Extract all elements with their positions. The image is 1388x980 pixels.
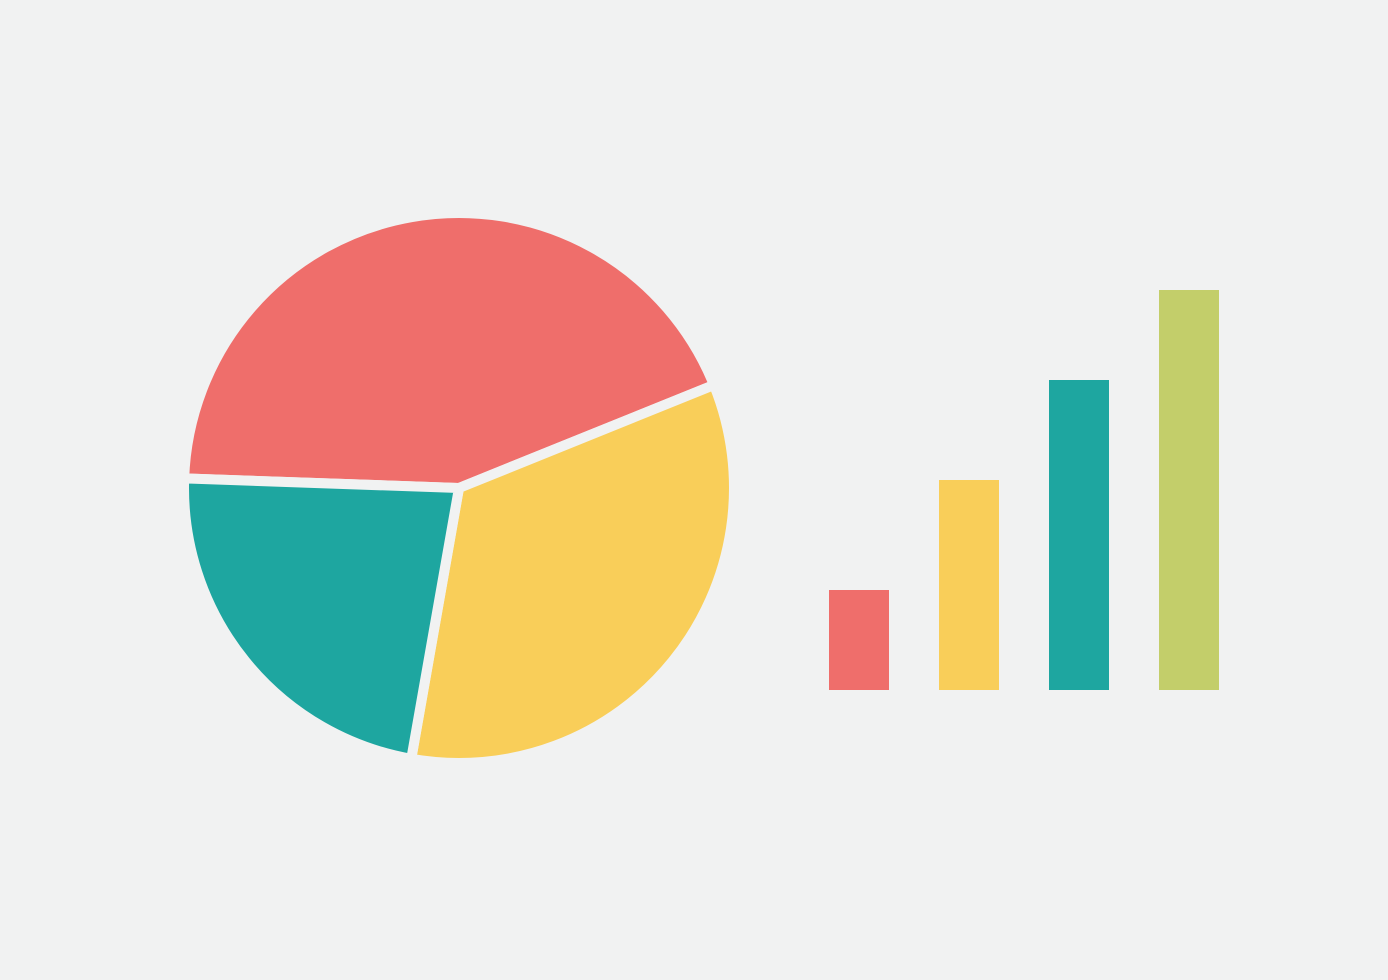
pie-slice-2 bbox=[184, 478, 459, 758]
bar-chart bbox=[829, 290, 1219, 690]
bar-3 bbox=[1159, 290, 1219, 690]
chart-container bbox=[0, 0, 1388, 980]
pie-chart bbox=[169, 198, 749, 783]
bar-2 bbox=[1049, 380, 1109, 690]
bar-0 bbox=[829, 590, 889, 690]
bar-1 bbox=[939, 480, 999, 690]
